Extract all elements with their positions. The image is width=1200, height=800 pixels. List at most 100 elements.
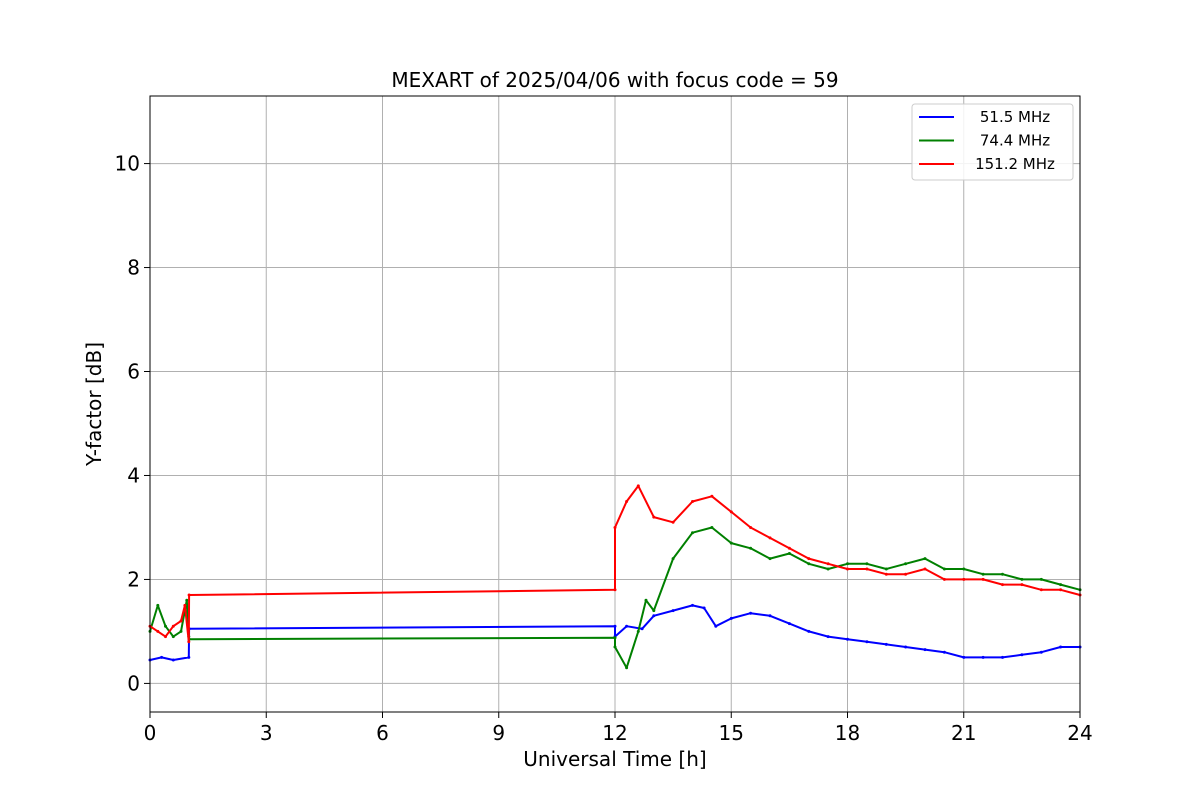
y-tick-label: 6 [127,360,140,384]
series-2-point [787,546,791,550]
series-1-point [749,546,753,550]
gridlines [149,96,1081,712]
x-tick-label: 3 [260,721,273,745]
series-0-point [1020,653,1024,657]
series-1-point [1020,577,1024,581]
series-1-point [942,567,946,571]
series-0-point [846,637,849,641]
y-tick-label: 8 [127,256,140,280]
series-1-point [613,636,617,640]
x-tick-label: 0 [144,721,157,745]
series-1-point [981,572,985,576]
series-0-point [640,627,644,631]
series-1-point [636,629,640,633]
series-0-point [1001,655,1004,659]
series-1-point [787,552,791,555]
series-2-point [625,500,629,503]
series-2-point [179,619,183,623]
series-2-point [1039,588,1043,592]
series-2-point [768,536,772,540]
series-0-point [942,650,946,654]
series-0-point [768,614,772,618]
series-0-point [923,648,927,652]
series-0-point [807,629,811,633]
series-0-point [749,611,753,615]
x-tick-label: 6 [376,721,389,745]
y-tick-label: 4 [127,463,140,487]
series-1-point [1001,572,1004,576]
series-2-point [691,500,694,503]
series-lines [148,484,1082,670]
series-1-point [729,541,733,545]
chart-title: MEXART of 2025/04/06 with focus code = 5… [391,68,838,92]
y-tick-label: 2 [127,567,140,591]
series-1-point [156,603,160,607]
series-0-point [865,640,869,644]
series-2-point [156,629,160,633]
series-2-point [613,526,617,529]
series-2-point [171,624,175,628]
series-2-point [904,572,908,576]
series-0-point [652,614,656,618]
series-2-point [846,567,849,571]
legend: 51.5 MHz 74.4 MHz 151.2 MHz [911,103,1074,181]
series-1-point [807,562,811,566]
series-0-point [691,603,694,607]
series-2-point [981,577,985,581]
y-axis-label: Y-factor [dB] [82,342,106,467]
series-2-point [613,588,617,592]
x-tick-label: 9 [492,721,505,745]
series-2-point [652,515,656,519]
series-1-point [613,645,617,649]
series-2-point [1001,583,1004,587]
series-2-point [710,494,714,498]
series-2-point [187,593,191,597]
series-0-point [714,624,718,628]
series-0-point [787,622,791,626]
series-1-point [185,598,189,602]
x-tick-label: 24 [1067,721,1092,745]
legend-label-1: 74.4 MHz [980,132,1050,150]
series-1-point [179,629,183,633]
x-tick-label: 12 [602,721,627,745]
series-0-point [671,609,675,613]
series-1-point [846,562,849,566]
series-2-point [749,526,753,529]
series-0-point [187,655,191,659]
series-0-point [729,616,733,620]
series-1-point [691,531,694,535]
series-0-point [884,642,888,646]
series-2-point [865,567,869,571]
series-1-point [1039,577,1043,581]
series-2-point [1020,583,1024,587]
series-0-point [904,645,908,649]
series-2-point [942,577,946,581]
x-tick-label: 21 [951,721,976,745]
legend-label-2: 151.2 MHz [975,155,1055,173]
series-0-point [171,658,175,662]
series-0-point [160,655,164,659]
series-0-point [962,655,966,659]
series-1-point [644,598,648,602]
series-1-point [652,609,656,613]
series-1-point [1059,583,1063,587]
series-0-point [613,624,617,628]
series-1-point [171,635,175,639]
series-1-point [164,624,167,628]
series-1-point [923,557,927,561]
series-0-point [702,606,706,610]
series-2-point [826,562,830,566]
x-axis-label: Universal Time [h] [523,747,706,771]
legend-label-0: 51.5 MHz [980,108,1050,126]
series-2-point [923,567,927,571]
series-1-point [865,562,869,566]
series-2-point [1059,588,1063,592]
series-2-point [187,640,191,644]
x-tick-label: 18 [835,721,860,745]
series-1-point [671,557,675,561]
series-0-point [981,655,985,659]
series-1-point [710,526,714,529]
series-1-point [962,567,966,571]
legend-box [911,103,1074,181]
